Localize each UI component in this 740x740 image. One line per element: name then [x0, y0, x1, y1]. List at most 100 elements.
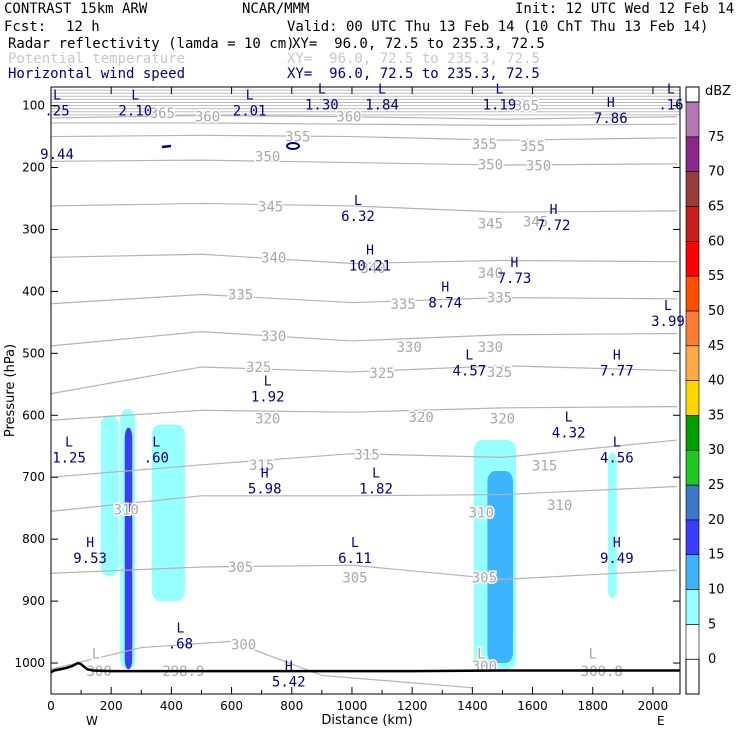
- theta-label: L: [92, 647, 100, 663]
- theta-label: 315: [354, 447, 379, 463]
- wind-extremum-type: L: [318, 82, 326, 97]
- wind-extremum-value: 1.82: [359, 481, 393, 497]
- wind-extremum-type: L: [667, 82, 675, 97]
- wind-extremum-type: L: [53, 89, 61, 104]
- wind-extremum-value: .16: [658, 97, 683, 113]
- wind-extremum-value: 8.74: [428, 296, 462, 312]
- colorbar-level: 60: [708, 234, 725, 249]
- wind-contour: [161, 144, 172, 149]
- theta-label: L: [589, 647, 597, 663]
- y-tick-label: 800: [22, 532, 45, 546]
- wind-extremum-value: 1.30: [305, 97, 339, 113]
- colorbar-cell: [685, 136, 700, 172]
- wind-extremum-value: 10.21: [349, 258, 391, 274]
- colorbar-cell: [685, 101, 700, 138]
- theta-contour-325: [50, 365, 678, 395]
- theta-contour-320: [50, 406, 677, 421]
- colorbar-cell: [685, 86, 700, 103]
- colorbar-level: 40: [708, 374, 725, 389]
- theta-label: 335: [228, 287, 253, 303]
- colorbar-level: 10: [708, 583, 725, 598]
- wind-extremum-type: H: [86, 536, 94, 551]
- y-tick-label: 100: [22, 99, 45, 113]
- theta-contour-340: [50, 253, 677, 265]
- wind-extremum-type: L: [176, 621, 184, 636]
- x-tick-label: 800: [280, 699, 303, 713]
- reflectivity-cell: [607, 452, 617, 598]
- colorbar-cell: [685, 589, 700, 625]
- theta-contour-350: [50, 159, 677, 166]
- theta-contour-305: [50, 564, 678, 581]
- theta-label: 340: [478, 266, 503, 282]
- y-tick-label: 300: [22, 222, 45, 236]
- y-tick-label: 500: [22, 346, 45, 360]
- wind-extremum-type: L: [354, 194, 362, 209]
- y-tick-label: 600: [22, 408, 45, 422]
- plot-frame: [50, 86, 681, 695]
- x-tick-label: 1800: [577, 699, 608, 713]
- colorbar-level: 20: [708, 513, 725, 528]
- org-name: NCAR/MMM: [242, 1, 310, 17]
- theta-label: 310: [547, 498, 572, 514]
- theta-label: 360: [195, 110, 220, 126]
- wind-extremum-value: 4.57: [452, 364, 486, 380]
- colorbar-level: 45: [708, 339, 725, 354]
- terrain-line: [50, 661, 680, 674]
- colorbar-level: 65: [708, 199, 725, 214]
- wind-extremum-type: H: [607, 96, 615, 111]
- wind-extremum-type: L: [372, 466, 380, 481]
- wind-extremum-type: H: [511, 256, 519, 271]
- colorbar-level: 55: [708, 269, 725, 284]
- x-axis-title: Distance (km): [321, 713, 412, 728]
- wind-extremum-type: L: [351, 536, 359, 551]
- theta-label: 345: [258, 200, 283, 216]
- wind-extremum-type: L: [496, 82, 504, 97]
- theta-label: 305: [472, 571, 497, 587]
- theta-label: 320: [490, 411, 515, 427]
- theta-label: 310: [114, 502, 139, 518]
- wind-extremum-type: H: [613, 536, 621, 551]
- wind-extremum-value: 5.98: [248, 481, 282, 497]
- colorbar-cell: [685, 554, 700, 590]
- wind-extremum-type: H: [261, 466, 269, 481]
- theta-label: 345: [523, 214, 548, 230]
- colorbar-cell: [685, 345, 700, 381]
- colorbar-level: 0: [708, 652, 716, 667]
- wind-extremum-value: 9.44: [40, 147, 74, 163]
- y-axis-title: Pressure (hPa): [3, 344, 18, 437]
- x-tick-label: 1000: [337, 699, 368, 713]
- y-tick-label: 400: [22, 284, 45, 298]
- colorbar-level: 25: [708, 478, 725, 493]
- x-tick-label: 1600: [517, 699, 548, 713]
- y-tick-label: 700: [22, 470, 45, 484]
- colorbar-cell: [685, 171, 700, 207]
- colorbar-cell: [685, 449, 700, 486]
- theta-label: 300.8: [581, 664, 623, 680]
- wind-extremum-value: 9.53: [73, 551, 107, 567]
- theta-label: 315: [249, 458, 274, 474]
- colorbar-level: 15: [708, 548, 725, 563]
- wind-extremum-type: L: [613, 435, 621, 450]
- wind-extremum-value: 4.56: [600, 450, 634, 466]
- wind-extremum-type: L: [65, 435, 73, 450]
- forecast-value: 12 h: [66, 19, 100, 35]
- theta-label: 365: [514, 99, 539, 115]
- theta-label: 335: [487, 291, 512, 307]
- y-tick-label: 200: [22, 161, 45, 175]
- x-end-label-west: W: [86, 714, 98, 728]
- theta-label: 360: [336, 110, 361, 126]
- wind-extremum-value: 7.72: [537, 218, 571, 234]
- wind-extremum-value: 6.32: [341, 209, 375, 225]
- x-tick-label: 600: [220, 699, 243, 713]
- theta-label: 320: [409, 410, 434, 426]
- theta-label: 305: [228, 560, 253, 576]
- theta-label: 340: [261, 250, 286, 266]
- wind-extremum-type: L: [465, 349, 473, 364]
- x-tick-label: 200: [100, 699, 123, 713]
- reflectivity-cell: [487, 471, 513, 664]
- colorbar-level: 5: [708, 617, 716, 632]
- theta-label: 325: [487, 365, 512, 381]
- wind-extremum-value: 7.77: [600, 364, 634, 380]
- theta-label: 300: [231, 637, 256, 653]
